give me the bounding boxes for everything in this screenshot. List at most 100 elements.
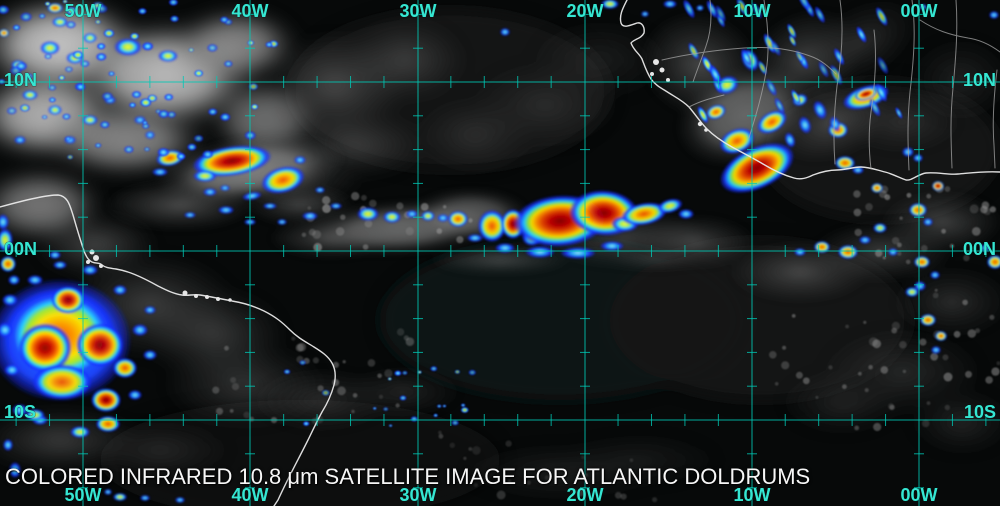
convection-cell (22, 90, 38, 100)
texture-dot (926, 401, 931, 405)
convection-cell (935, 331, 947, 341)
speckle-cell (24, 73, 34, 80)
texture-dot (845, 324, 849, 329)
convection-cell (888, 248, 898, 256)
grid-label-20w-bottom: 20W (566, 485, 603, 505)
convection-cell (2, 294, 18, 306)
speckle-cell (142, 120, 148, 125)
texture-dot (967, 329, 977, 338)
convection-cell (9, 462, 21, 478)
convection-cell (113, 285, 127, 295)
texture-dot (332, 379, 340, 386)
speckle-cell (48, 97, 57, 103)
convection-cell (909, 203, 927, 217)
texture-dot (395, 403, 400, 408)
texture-dot (212, 386, 220, 394)
speckle-cell (103, 28, 115, 38)
texture-dot (342, 360, 346, 364)
convection-cell (152, 168, 168, 176)
texture-dot (629, 458, 634, 463)
convection-cell (82, 115, 98, 125)
texture-dot (965, 370, 972, 378)
texture-dot (307, 206, 312, 210)
texture-dot (337, 386, 346, 396)
texture-dot (362, 244, 369, 250)
convection-cell (931, 346, 941, 354)
speckle-cell (401, 370, 408, 376)
convection-cell (144, 306, 156, 314)
texture-dot (526, 480, 531, 485)
speckle-cell (765, 78, 778, 97)
convection-cell (678, 209, 694, 219)
texture-dot (295, 343, 304, 352)
convection-cell (193, 170, 217, 182)
speckle-cell (774, 97, 786, 115)
texture-dot (868, 364, 873, 370)
texture-dot (920, 245, 928, 252)
convection-cell (560, 247, 596, 259)
grid-label-50w-bottom: 50W (64, 485, 101, 505)
convection-cell (76, 323, 124, 367)
convection-cell (113, 358, 137, 378)
texture-dot (317, 385, 324, 392)
texture-dot (468, 447, 473, 451)
convection-cell (932, 181, 944, 191)
convection-cell (914, 256, 930, 268)
texture-dot (335, 227, 345, 236)
texture-dot (906, 192, 912, 198)
speckle-cell (876, 56, 889, 75)
texture-dot (312, 230, 322, 239)
texture-dot (795, 371, 803, 379)
texture-dot (944, 186, 951, 192)
cloud-texture-speckles (212, 184, 1000, 503)
texture-dot (891, 321, 901, 330)
speckle-cell (410, 415, 419, 422)
speckle-cell (157, 147, 170, 158)
convection-cell (3, 439, 13, 451)
speckle-cell (65, 20, 77, 29)
texture-dot (361, 194, 367, 201)
speckle-cell (201, 150, 214, 159)
texture-dot (505, 440, 512, 447)
convection-cell (873, 223, 887, 233)
texture-dot (438, 430, 442, 435)
convection-cell (128, 390, 142, 400)
speckle-cell (143, 146, 151, 152)
texture-dot (369, 199, 377, 208)
texture-dot (396, 328, 405, 336)
convection-cell (218, 206, 234, 214)
texture-dot (919, 338, 927, 346)
speckle-cell (387, 377, 392, 381)
convection-cell (53, 261, 67, 269)
convection-cell (104, 489, 112, 495)
convection-cell (0, 256, 16, 272)
texture-dot (581, 455, 585, 459)
texture-dot (989, 314, 995, 320)
convection-cell (854, 87, 878, 101)
speckle-cell (64, 136, 72, 142)
texture-dot (215, 407, 224, 415)
texture-dot (781, 361, 790, 370)
texture-dot (620, 493, 627, 500)
convection-cell (175, 497, 185, 503)
texture-dot (873, 422, 882, 432)
texture-dot (902, 369, 907, 374)
grid-label-20w-top: 20W (566, 1, 603, 21)
convection-cell (920, 314, 936, 326)
texture-dot (815, 395, 819, 399)
texture-dot (231, 383, 240, 391)
convection-cell (47, 3, 63, 13)
convection-cell (621, 202, 667, 226)
convection-cell (52, 17, 68, 27)
speckle-cell (72, 50, 84, 60)
grid-label-10s-right: 10S (964, 402, 996, 422)
convection-cell (406, 210, 418, 218)
speckle-cell (129, 32, 140, 40)
texture-dot (891, 237, 900, 245)
speckle-cell (433, 413, 439, 418)
convection-cell (82, 265, 98, 275)
texture-dot (905, 259, 911, 265)
texture-dot (899, 341, 907, 349)
texture-dot (897, 242, 902, 248)
